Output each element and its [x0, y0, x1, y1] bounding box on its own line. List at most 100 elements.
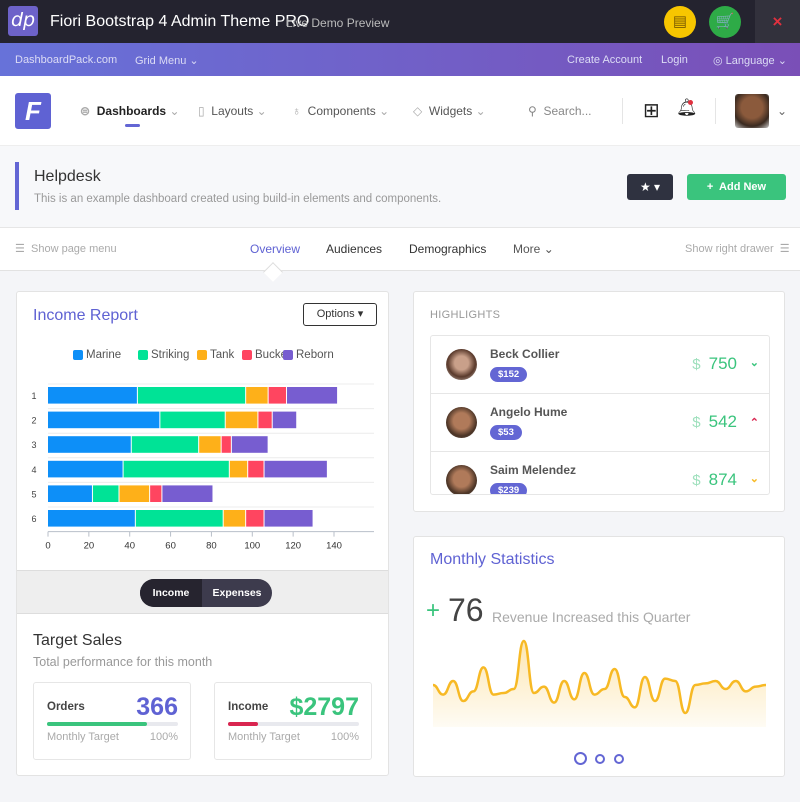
secondary-bar: DashboardPack.com Grid Menu ⌄ Create Acc… — [0, 43, 800, 76]
highlights-list[interactable]: Beck Collier $152 $750 ⌄ Angelo Hume $53… — [430, 335, 770, 495]
nav-widgets[interactable]: ◇ Widgets ⌄ — [413, 104, 486, 118]
avatar — [446, 349, 477, 380]
chevron-down-icon: ⌄ — [749, 357, 759, 369]
favorite-button[interactable]: ★ ▾ — [627, 174, 673, 200]
bar-tank-6 — [223, 510, 246, 527]
nav-label: Components — [307, 104, 376, 118]
bar-striking-1 — [137, 387, 246, 404]
legend-item-striking[interactable]: Striking — [138, 349, 189, 361]
toggle-income[interactable]: Income — [140, 579, 202, 607]
search-box[interactable]: ⚲ Search... — [528, 104, 592, 118]
add-new-button[interactable]: + Add New — [687, 174, 786, 200]
tab-more[interactable]: More ⌄ — [513, 242, 554, 256]
toggle-expenses[interactable]: Expenses — [212, 587, 262, 599]
accent-bar — [15, 162, 19, 210]
options-button[interactable]: Options ▾ — [303, 303, 377, 326]
orders-card: Orders 366 Monthly Target 100% — [33, 682, 191, 760]
divider — [622, 98, 623, 124]
more-label: More — [513, 242, 541, 256]
legend-label: Tank — [210, 349, 235, 361]
site-link[interactable]: DashboardPack.com — [15, 54, 118, 66]
nav-label: Dashboards — [96, 104, 167, 118]
bar-bucket-2 — [258, 411, 272, 429]
menu-icon: ☰ — [15, 243, 25, 255]
language-menu[interactable]: ◎ Language ⌄ — [713, 54, 787, 67]
bar-bucket-6 — [246, 510, 264, 527]
orders-label: Orders — [47, 701, 85, 713]
globe-icon: ◎ — [713, 55, 723, 67]
bell-icon[interactable]: 🔔︎ — [676, 98, 698, 117]
bar-marine-5 — [48, 485, 92, 502]
page-description: This is an example dashboard created usi… — [34, 193, 442, 205]
login-link[interactable]: Login — [661, 54, 688, 66]
category-label: 3 — [31, 440, 36, 450]
sparkline-line — [433, 639, 766, 715]
bar-reborn-4 — [264, 460, 327, 478]
legend-item-bucket[interactable]: Bucket — [242, 349, 290, 361]
show-right-drawer[interactable]: Show right drawer ☰ — [685, 242, 790, 255]
plus-icon: + — [706, 181, 714, 193]
carousel-dot-active[interactable] — [574, 752, 587, 765]
page-header: Helpdesk This is an example dashboard cr… — [0, 146, 800, 228]
bar-striking-4 — [123, 460, 229, 478]
create-account-link[interactable]: Create Account — [567, 54, 643, 66]
app-logo[interactable]: F — [15, 93, 51, 129]
main-nav: F ⊜ Dashboards ⌄ ▯ Layouts ⌄ ♁ Component… — [0, 76, 800, 146]
amount: $750 — [692, 354, 737, 374]
chevron-down-icon: ⌄ — [777, 55, 787, 67]
category-label: 1 — [31, 391, 36, 401]
user-avatar[interactable] — [735, 94, 769, 128]
show-page-menu[interactable]: ☰ Show page menu — [15, 242, 117, 255]
target-pct: 100% — [149, 731, 178, 743]
target-label: Monthly Target — [228, 731, 300, 743]
person-name: Angelo Hume — [490, 405, 568, 419]
legend-item-reborn[interactable]: Reborn — [283, 349, 334, 361]
x-tick-label: 100 — [244, 541, 260, 552]
top-bar: dp Fiori Bootstrap 4 Admin Theme PRO Liv… — [0, 0, 800, 43]
legend-item-marine[interactable]: Marine — [73, 349, 121, 361]
legend-item-tank[interactable]: Tank — [197, 349, 234, 361]
target-sales-subtitle: Total performance for this month — [33, 655, 213, 669]
dashboardpack-logo[interactable]: dp — [8, 6, 38, 36]
nav-dashboards[interactable]: ⊜ Dashboards ⌄ — [80, 104, 180, 118]
income-label: Income — [228, 701, 269, 713]
grid-menu-link[interactable]: Grid Menu ⌄ — [135, 54, 199, 67]
chevron-down-icon: ⌄ — [749, 473, 759, 485]
legend-swatch — [283, 350, 293, 360]
amount-badge: $53 — [490, 425, 522, 440]
tab-overview[interactable]: Overview — [250, 242, 301, 256]
tab-audiences[interactable]: Audiences — [326, 242, 383, 256]
chevron-down-icon[interactable]: ⌄ — [777, 104, 788, 118]
active-tab-pointer — [263, 262, 283, 282]
bar-bucket-5 — [150, 485, 162, 502]
chevron-down-icon: ⌄ — [256, 104, 267, 118]
list-item[interactable]: Angelo Hume $53 $542 ⌃ — [431, 394, 769, 452]
list-item[interactable]: Beck Collier $152 $750 ⌄ — [431, 336, 769, 394]
dollar-icon: $ — [692, 472, 701, 489]
income-progress — [228, 722, 359, 726]
notification-dot — [688, 100, 693, 105]
target-label: Monthly Target — [47, 731, 119, 743]
nav-layouts[interactable]: ▯ Layouts ⌄ — [198, 104, 267, 118]
bar-marine-4 — [48, 460, 123, 478]
list-item[interactable]: Saim Melendez $239 $874 ⌄ — [431, 452, 769, 494]
bar-marine-2 — [48, 411, 160, 429]
card-title: Income Report — [33, 307, 138, 324]
target-pct: 100% — [330, 731, 359, 743]
orders-progress — [47, 722, 178, 726]
cart-icon[interactable]: 🛒 — [709, 6, 741, 38]
docs-icon[interactable]: ▤ — [664, 6, 696, 38]
close-icon[interactable]: × — [755, 0, 800, 43]
category-label: 6 — [31, 514, 36, 524]
bar-bucket-1 — [268, 387, 287, 404]
lightbulb-icon: ♁ — [292, 104, 301, 118]
grid-icon[interactable]: ⊞ — [643, 100, 660, 122]
nav-components[interactable]: ♁ Components ⌄ — [292, 104, 389, 118]
x-tick-label: 40 — [124, 541, 135, 552]
bar-striking-3 — [131, 436, 199, 453]
carousel-dot[interactable] — [595, 754, 605, 764]
bar-striking-2 — [160, 411, 225, 429]
menu-icon: ☰ — [779, 243, 790, 255]
tab-demographics[interactable]: Demographics — [409, 242, 487, 256]
carousel-dot[interactable] — [614, 754, 624, 764]
